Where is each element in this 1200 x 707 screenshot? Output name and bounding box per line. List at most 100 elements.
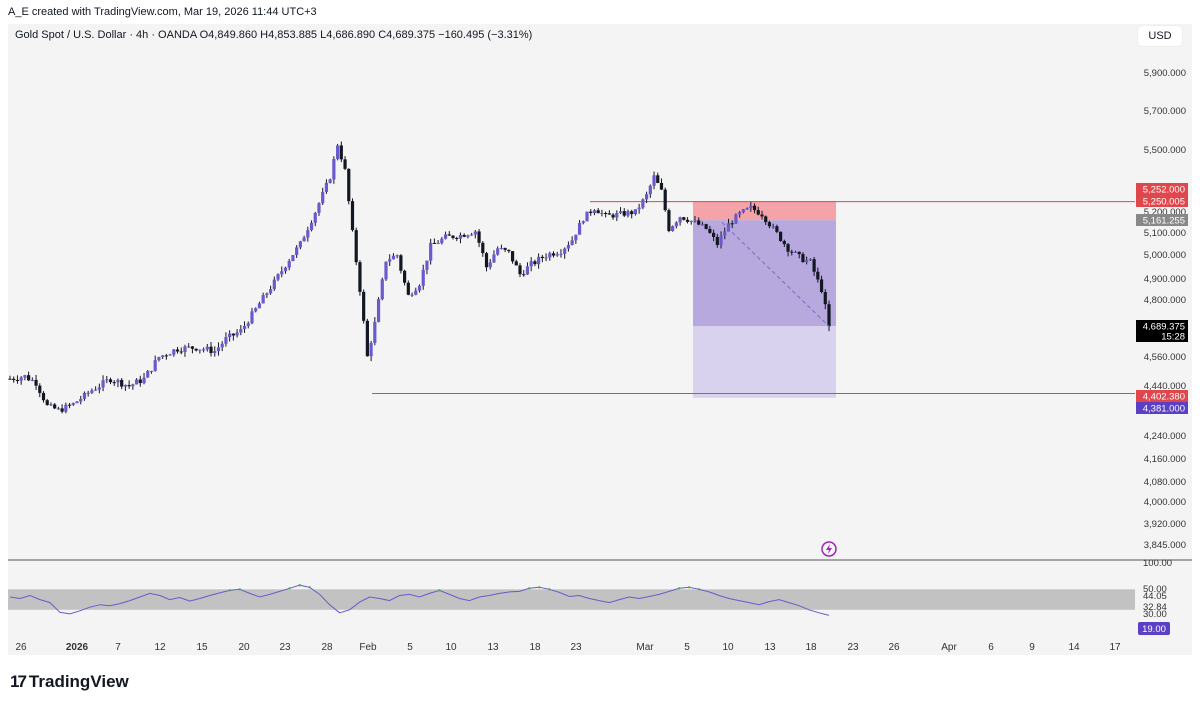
candle [648, 184, 652, 198]
candle-body [23, 375, 27, 378]
candle-body [365, 320, 369, 357]
candle-body [56, 408, 60, 410]
candle-body [12, 378, 16, 381]
candle-body [41, 392, 46, 401]
candle-body [685, 219, 690, 222]
candle [782, 239, 786, 247]
candle [510, 251, 515, 264]
candle [250, 307, 254, 325]
candle-body [734, 214, 738, 224]
candle [819, 275, 824, 294]
candle [425, 260, 429, 275]
candle-body [391, 255, 396, 260]
candle [466, 234, 470, 239]
candle-body [228, 333, 232, 338]
alert-icon[interactable] [821, 541, 837, 557]
candle-body [8, 378, 12, 380]
candle-body [30, 379, 34, 381]
candle-body [622, 211, 626, 216]
candle-body [395, 255, 399, 257]
candle-body [343, 159, 347, 169]
candle-body [194, 348, 198, 351]
candle [618, 207, 623, 215]
price-tag-label: 4,381.000 [1143, 404, 1185, 415]
candle-body [239, 329, 243, 333]
candle-body [317, 203, 321, 213]
candle [34, 374, 38, 390]
price-tag-red [1136, 390, 1188, 402]
price-tag-entry [1136, 214, 1188, 226]
candle [756, 206, 760, 216]
candle-body [276, 274, 280, 280]
candle-body [808, 259, 812, 261]
candle [30, 377, 34, 382]
candle-body [559, 253, 563, 255]
candle [607, 210, 611, 215]
price-tick-label: 5,500.000 [1144, 145, 1186, 156]
candle-body [157, 357, 161, 361]
candle [637, 203, 641, 214]
candle [484, 251, 489, 272]
candle-body [45, 400, 49, 405]
candle-body [425, 260, 429, 270]
candle-body [179, 351, 183, 353]
price-axis: 5,900.000 5,700.000 5,500.000 5,200.000 5,10… [1144, 68, 1186, 551]
candle-body [581, 221, 585, 223]
candle [685, 217, 690, 224]
candle [265, 292, 269, 299]
candle [343, 156, 347, 171]
rsi-overbought-mark [228, 589, 231, 592]
candle [674, 221, 678, 229]
candle-body [514, 261, 518, 266]
candle [373, 317, 377, 346]
candle [548, 251, 552, 261]
price-tag-target [1136, 402, 1188, 414]
candle [138, 375, 142, 387]
candle [808, 258, 812, 262]
candle [239, 325, 243, 336]
candle [75, 401, 79, 404]
time-tick-label: 17 [1109, 642, 1121, 653]
candle-body [604, 212, 608, 214]
candle-body [53, 404, 57, 409]
candle [659, 178, 664, 191]
chart-area[interactable] [8, 24, 1192, 655]
candle [615, 210, 619, 222]
candle [741, 208, 745, 214]
candle-body [350, 201, 355, 231]
candle-body [187, 346, 191, 348]
candle-body [209, 346, 213, 354]
price-tag-label: 5,252.000 [1143, 185, 1185, 196]
candle [823, 289, 827, 310]
candle [175, 346, 180, 354]
candle [671, 225, 675, 232]
currency-button[interactable]: USD [1138, 26, 1182, 46]
candle [105, 375, 109, 384]
candle [518, 263, 522, 278]
candle [522, 270, 526, 277]
candle-body [246, 323, 250, 326]
candle-body [819, 279, 824, 293]
candle-body [741, 209, 745, 213]
candle [652, 171, 656, 190]
candle [473, 230, 477, 239]
candle [19, 376, 23, 385]
time-tick-label: 23 [279, 642, 291, 653]
candle-body [116, 379, 120, 383]
candle [719, 231, 723, 249]
candle [711, 229, 716, 242]
candle [220, 341, 224, 352]
candle-body [313, 212, 317, 223]
candle-body [399, 255, 403, 271]
candle-body [656, 175, 660, 183]
candle-body [216, 347, 221, 352]
candle [537, 253, 541, 269]
candle-body [477, 231, 481, 243]
candle [149, 370, 154, 374]
candle-body [376, 299, 381, 322]
time-tick-label: 13 [487, 642, 499, 653]
price-tag-stop [1136, 183, 1188, 195]
candle-body [585, 211, 589, 222]
candle-body [105, 379, 109, 381]
